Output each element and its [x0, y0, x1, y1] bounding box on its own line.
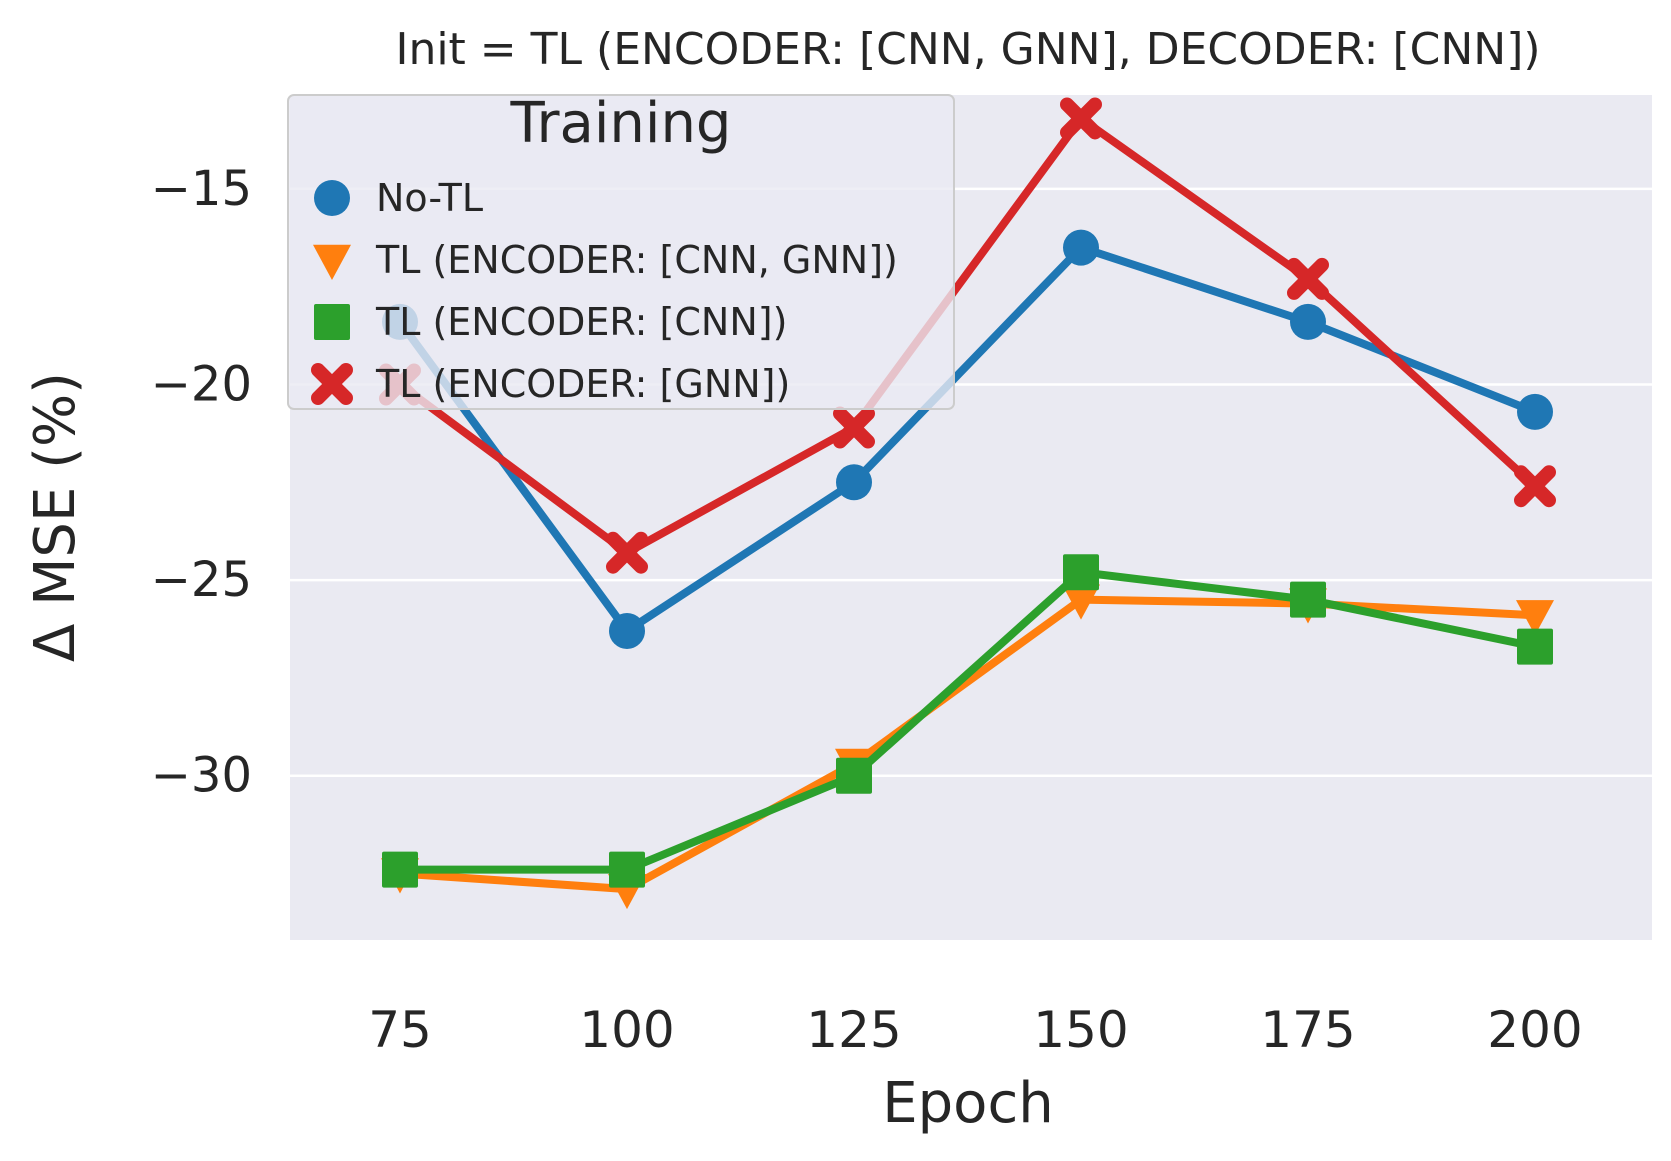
legend-item: TL (ENCODER: [CNN, GNN]): [313, 238, 898, 282]
data-point: [1514, 465, 1556, 508]
chart-title: Init = TL (ENCODER: [CNN, GNN], DECODER:…: [395, 24, 1540, 75]
x-tick-label: 125: [806, 1001, 901, 1059]
data-point: [382, 851, 418, 888]
legend: Training No-TL TL (ENCODER: [CNN, GNN]) TL…: [287, 91, 955, 410]
y-tick-label: −30: [151, 748, 252, 804]
y-tick-labels: −30 −25 −20 −15: [151, 161, 252, 804]
data-point: [1063, 229, 1099, 266]
x-tick-label: 200: [1487, 1001, 1582, 1059]
data-point: [833, 406, 875, 449]
legend-label: No-TL: [376, 176, 483, 220]
data-point: [1516, 600, 1554, 636]
data-point: [836, 464, 872, 501]
data-point: [1063, 554, 1099, 591]
data-point: [609, 612, 645, 649]
data-point: [1517, 628, 1553, 665]
data-point: [1062, 584, 1100, 620]
y-axis-label: Δ MSE (%): [23, 372, 88, 662]
series-0: [382, 229, 1553, 649]
data-point: [1517, 393, 1553, 430]
x-tick-labels: 75 100 125 150 175 200: [368, 1001, 1583, 1059]
series-line: [396, 243, 1539, 635]
data-point: [1290, 303, 1326, 340]
legend-marker: [313, 244, 351, 280]
legend-marker: [314, 180, 350, 216]
series-line: [396, 114, 1539, 557]
legend-frame: [287, 94, 955, 410]
legend-label: TL (ENCODER: [CNN]): [375, 300, 787, 344]
legend-item: No-TL: [314, 176, 483, 220]
x-tick-label: 100: [579, 1001, 674, 1059]
data-point: [1290, 581, 1326, 618]
x-axis-label: Epoch: [882, 1071, 1053, 1136]
legend-label: TL (ENCODER: [CNN, GNN]): [375, 238, 898, 282]
legend-label: TL (ENCODER: [GNN]): [375, 362, 790, 406]
data-point: [836, 757, 872, 794]
data-point: [1287, 257, 1329, 300]
legend-item: TL (ENCODER: [CNN]): [314, 300, 787, 344]
x-tick-label: 175: [1260, 1001, 1355, 1059]
data-point: [606, 531, 648, 574]
x-tick-label: 150: [1033, 1001, 1128, 1059]
legend-item: TL (ENCODER: [GNN]): [311, 362, 790, 406]
y-tick-label: −25: [151, 552, 252, 608]
legend-marker: [314, 304, 350, 340]
x-tick-label: 75: [368, 1001, 432, 1059]
data-point: [1060, 97, 1102, 140]
series-2: [382, 554, 1553, 888]
series-line: [396, 568, 1539, 874]
y-tick-label: −20: [151, 356, 252, 412]
data-point: [609, 851, 645, 888]
legend-title: Training: [510, 91, 732, 156]
y-tick-label: −15: [151, 161, 252, 217]
legend-marker: [311, 363, 353, 405]
